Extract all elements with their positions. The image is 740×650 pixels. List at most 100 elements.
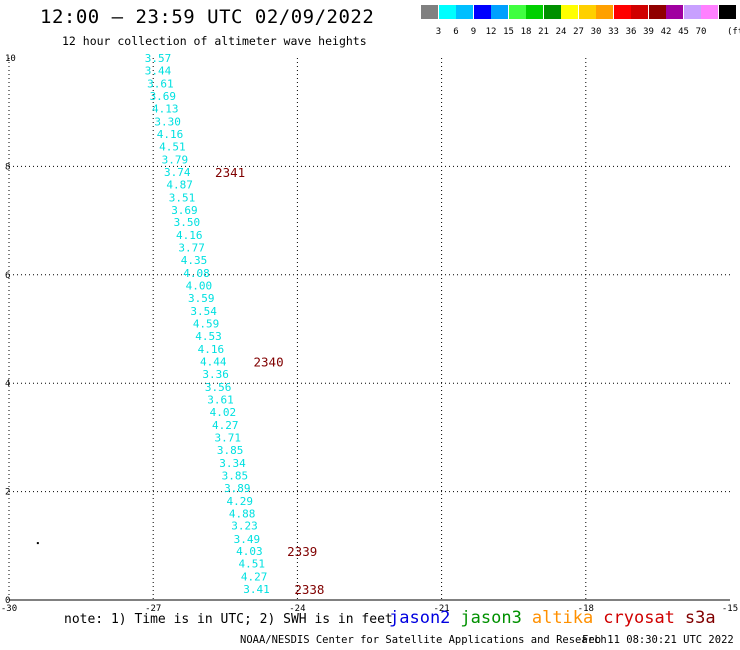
wave-height-label: 4.51 (238, 558, 265, 571)
scale-swatch (578, 5, 596, 19)
footer-timestamp: Feb 11 08:30:21 UTC 2022 (582, 634, 734, 646)
lon-tick-label: -24 (289, 604, 305, 614)
scale-label: 33 (608, 27, 619, 37)
map-grid (9, 58, 730, 600)
scale-label: 27 (573, 27, 584, 37)
scale-swatch (421, 5, 438, 19)
scale-label: 21 (538, 27, 549, 37)
wave-height-label: 4.44 (200, 356, 227, 369)
page-subtitle: 12 hour collection of altimeter wave hei… (62, 34, 367, 48)
scale-label: 45 (678, 27, 689, 37)
time-label: 2340 (254, 355, 284, 370)
scale-label: 30 (590, 27, 602, 37)
wave-height-label: 3.56 (205, 381, 232, 394)
wave-height-label: 3.69 (171, 204, 198, 217)
scale-label: 9 (470, 27, 477, 37)
time-labels: 2341 2340 2339 2338 (215, 165, 324, 597)
wave-height-label: 3.85 (217, 444, 244, 457)
wave-height-label: 3.61 (147, 77, 174, 90)
lat-tick-label: 8 (5, 162, 10, 172)
wave-height-label: 4.53 (195, 330, 222, 343)
mission-jason2: jason2 (389, 608, 451, 628)
wave-height-label: 4.87 (166, 178, 193, 191)
scale-swatch (613, 5, 631, 19)
scale-label: 36 (625, 27, 637, 37)
wave-height-label: 4.16 (176, 229, 203, 242)
map-markers (36, 542, 39, 545)
wave-height-label: 3.57 (145, 52, 172, 65)
wave-height-label: 4.13 (152, 102, 179, 115)
scale-label: 3 (435, 27, 442, 37)
lon-tick-label: -27 (145, 604, 161, 614)
mission-s3a: s3a (684, 608, 716, 628)
wave-height-label: 3.85 (222, 469, 249, 482)
wave-height-label: 3.77 (178, 242, 205, 255)
lon-tick-label: -21 (433, 604, 449, 614)
footer-credit: NOAA/NESDIS Center for Satellite Applica… (240, 634, 607, 646)
scale-label: 39 (643, 27, 654, 37)
wave-height-label: 4.03 (236, 545, 263, 558)
wave-height-label: 3.61 (207, 393, 234, 406)
wave-height-label: 3.41 (243, 583, 270, 596)
wave-height-label: 3.51 (169, 191, 196, 204)
scale-swatch (701, 5, 718, 19)
mission-legend: jason2 jason3 altika cryosat s3a (389, 608, 726, 628)
lat-tick-label: 2 (5, 488, 10, 498)
scale-swatch (543, 5, 561, 19)
wave-height-label: 3.79 (162, 153, 189, 166)
lon-tick-label: -15 (722, 604, 738, 614)
scale-unit: (ft) (727, 27, 740, 37)
wave-height-label: 3.59 (188, 292, 215, 305)
scale-swatch (596, 5, 613, 19)
wave-height-label: 3.23 (231, 520, 258, 533)
scale-label: 6 (453, 27, 459, 37)
wave-height-label: 4.88 (229, 507, 256, 520)
wave-height-label: 3.69 (150, 90, 177, 103)
wave-height-label: 3.49 (234, 533, 261, 546)
lat-tick-label: 0 (5, 596, 10, 606)
scale-swatch (438, 5, 456, 19)
wave-height-label: 3.89 (224, 482, 251, 495)
wave-height-label: 4.59 (193, 318, 220, 331)
scale-label: 15 (503, 27, 514, 37)
scale-label: 70 (695, 27, 707, 37)
lat-tick-label: 4 (5, 379, 10, 389)
wave-height-track: 3.573.443.613.694.133.304.164.513.793.74… (145, 52, 270, 596)
wave-height-label: 4.51 (159, 140, 186, 153)
wave-height-label: 3.36 (202, 368, 229, 381)
scale-swatch (456, 5, 473, 19)
scale-label: 12 (485, 27, 497, 37)
time-label: 2341 (215, 165, 245, 180)
page-title: 12:00 – 23:59 UTC 02/09/2022 (40, 6, 375, 28)
wave-height-label: 4.29 (226, 495, 253, 508)
scale-swatch (718, 5, 736, 19)
wave-height-label: 3.50 (174, 216, 201, 229)
lat-tick-label: 6 (5, 271, 10, 281)
wave-height-label: 4.02 (210, 406, 237, 419)
tick-labels: -30 -27 -24 -21 -18 -15 0 2 4 6 8 10 (1, 54, 738, 614)
mission-jason3: jason3 (460, 608, 522, 628)
scale-swatch (648, 5, 666, 19)
wave-height-label: 3.71 (214, 431, 241, 444)
wave-height-label: 4.00 (186, 280, 213, 293)
scale-swatch (508, 5, 526, 19)
scale-label: 24 (555, 27, 567, 37)
scale-label: 18 (520, 27, 532, 37)
lon-tick-label: -18 (578, 604, 594, 614)
wave-height-label: 3.34 (219, 457, 246, 470)
lat-tick-label: 10 (5, 54, 16, 64)
wave-height-label: 4.16 (157, 128, 184, 141)
footer-note: note: 1) Time is in UTC; 2) SWH is in fe… (64, 612, 393, 627)
time-label: 2339 (287, 544, 317, 559)
map-marker (36, 542, 39, 545)
map-axes (8, 58, 730, 601)
wave-height-label: 3.74 (164, 166, 191, 179)
scale-swatch (666, 5, 683, 19)
scale-swatch (561, 5, 578, 19)
wave-height-label: 4.08 (183, 267, 210, 280)
wave-height-label: 3.44 (145, 64, 172, 77)
wave-height-label: 4.35 (181, 254, 208, 267)
wave-height-label: 3.54 (190, 305, 217, 318)
wave-height-label: 4.27 (241, 571, 268, 584)
